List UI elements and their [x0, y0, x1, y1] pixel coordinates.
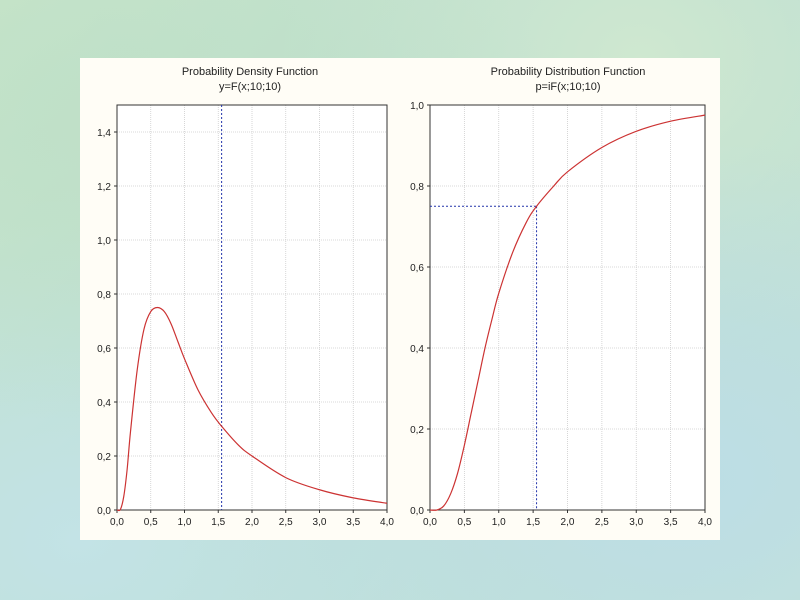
- x-tick-label: 3,0: [629, 517, 643, 528]
- x-tick-label: 1,5: [211, 517, 225, 528]
- x-tick-label: 4,0: [380, 517, 394, 528]
- x-tick-label: 0,5: [457, 517, 471, 528]
- charts-svg: Probability Density Function y=F(x;10;10)…: [97, 66, 712, 528]
- x-tick-label: 1,0: [492, 517, 506, 528]
- x-tick-label: 3,0: [313, 517, 327, 528]
- x-tick-label: 3,5: [664, 517, 678, 528]
- y-tick-label: 1,0: [410, 101, 424, 112]
- series-line: [429, 114, 706, 511]
- plot-frame: [116, 104, 388, 511]
- chart-title: Probability Density Function: [182, 66, 318, 78]
- chart-subtitle: p=iF(x;10;10): [535, 81, 600, 93]
- y-tick-label: 0,2: [410, 425, 424, 436]
- y-tick-label: 0,2: [97, 452, 111, 463]
- y-tick-label: 1,2: [97, 182, 111, 193]
- y-tick-label: 0,6: [410, 263, 424, 274]
- y-tick-label: 0,4: [97, 398, 111, 409]
- y-tick-label: 0,8: [97, 290, 111, 301]
- y-tick-label: 0,0: [97, 506, 111, 517]
- chart-panel: Probability Density Function y=F(x;10;10)…: [80, 58, 720, 540]
- chart-title: Probability Distribution Function: [491, 66, 646, 78]
- x-tick-label: 0,0: [110, 517, 124, 528]
- x-tick-label: 2,0: [561, 517, 575, 528]
- y-tick-label: 1,4: [97, 128, 111, 139]
- y-tick-label: 0,6: [97, 344, 111, 355]
- x-tick-label: 0,5: [144, 517, 158, 528]
- chart-subtitle: y=F(x;10;10): [219, 81, 281, 93]
- x-tick-label: 2,5: [595, 517, 609, 528]
- x-tick-label: 2,5: [279, 517, 293, 528]
- y-tick-label: 0,4: [410, 344, 424, 355]
- plot-frame: [429, 104, 706, 511]
- y-tick-label: 0,8: [410, 182, 424, 193]
- y-tick-label: 1,0: [97, 236, 111, 247]
- x-tick-label: 3,5: [346, 517, 360, 528]
- x-tick-label: 4,0: [698, 517, 712, 528]
- chart-1: Probability Density Function y=F(x;10;10)…: [97, 66, 394, 528]
- y-tick-label: 0,0: [410, 506, 424, 517]
- x-tick-label: 0,0: [423, 517, 437, 528]
- chart-2: Probability Distribution Function p=iF(x;…: [410, 66, 712, 528]
- series-line: [116, 306, 388, 512]
- x-tick-label: 2,0: [245, 517, 259, 528]
- x-tick-label: 1,5: [526, 517, 540, 528]
- x-tick-label: 1,0: [178, 517, 192, 528]
